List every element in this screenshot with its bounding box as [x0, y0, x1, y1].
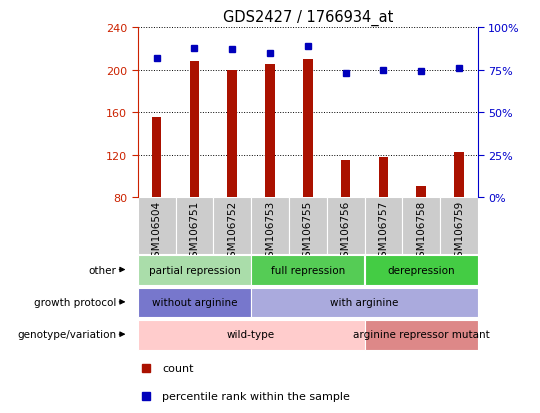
Bar: [303, 60, 313, 197]
Text: GSM106759: GSM106759: [454, 200, 464, 263]
Bar: [454, 153, 464, 197]
Bar: [176, 197, 213, 254]
Text: wild-type: wild-type: [227, 330, 275, 339]
Bar: [251, 256, 364, 285]
Text: derepression: derepression: [387, 265, 455, 275]
Bar: [227, 71, 237, 197]
Bar: [213, 197, 251, 254]
Title: GDS2427 / 1766934_at: GDS2427 / 1766934_at: [222, 9, 393, 26]
Bar: [440, 197, 478, 254]
Bar: [138, 288, 251, 318]
Bar: [251, 288, 478, 318]
Bar: [190, 62, 199, 197]
Bar: [251, 197, 289, 254]
Bar: [402, 197, 440, 254]
Text: GSM106753: GSM106753: [265, 200, 275, 263]
Bar: [152, 118, 161, 197]
Text: without arginine: without arginine: [152, 297, 237, 307]
Bar: [379, 157, 388, 197]
Text: percentile rank within the sample: percentile rank within the sample: [162, 391, 350, 401]
Bar: [341, 161, 350, 197]
Text: GSM106756: GSM106756: [341, 200, 350, 263]
Bar: [289, 197, 327, 254]
Bar: [416, 187, 426, 197]
Text: growth protocol: growth protocol: [34, 297, 117, 307]
Text: GSM106751: GSM106751: [190, 200, 199, 263]
Text: partial repression: partial repression: [148, 265, 240, 275]
Text: genotype/variation: genotype/variation: [17, 330, 117, 339]
Text: GSM106504: GSM106504: [152, 200, 161, 263]
Text: count: count: [162, 363, 193, 373]
Text: full repression: full repression: [271, 265, 345, 275]
Text: GSM106757: GSM106757: [379, 200, 388, 263]
Text: arginine repressor mutant: arginine repressor mutant: [353, 330, 490, 339]
Text: GSM106752: GSM106752: [227, 200, 237, 263]
Text: with arginine: with arginine: [330, 297, 399, 307]
Bar: [327, 197, 364, 254]
Bar: [138, 256, 251, 285]
Bar: [364, 197, 402, 254]
Text: GSM106758: GSM106758: [416, 200, 426, 263]
Bar: [265, 65, 275, 197]
Bar: [364, 256, 478, 285]
Bar: [364, 320, 478, 350]
Bar: [138, 197, 176, 254]
Text: other: other: [89, 265, 117, 275]
Bar: [138, 320, 364, 350]
Text: GSM106755: GSM106755: [303, 200, 313, 263]
